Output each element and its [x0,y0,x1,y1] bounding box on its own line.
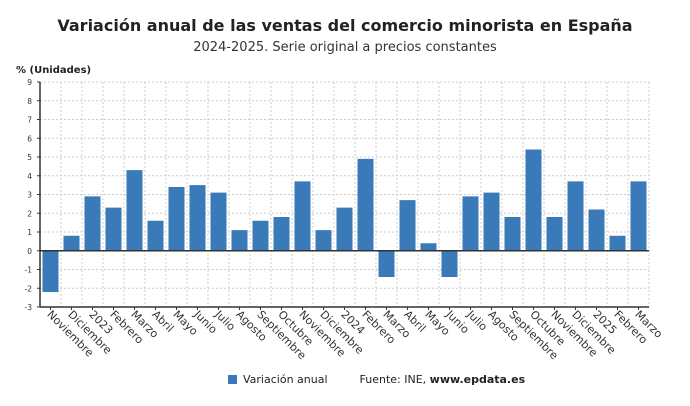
bar [378,250,395,277]
bar [525,149,542,251]
bar [84,196,101,251]
y-tick-label: 5 [27,153,32,162]
y-tick-label: 8 [27,97,32,106]
y-axis-label: % (Unidades) [16,65,92,76]
legend-swatch [228,375,237,384]
y-tick-label: 4 [27,172,32,181]
y-tick-label: 7 [27,116,32,125]
bar [399,200,416,251]
bar [147,220,164,251]
bar [105,207,122,251]
bar [315,230,332,251]
source-text: Fuente: INE, www.epdata.es [359,373,526,386]
bar [210,192,227,251]
bar [273,217,290,251]
bar [420,243,437,251]
bar [63,235,80,251]
bar [42,250,59,292]
bar [462,196,479,251]
legend-label: Variación anual [243,373,328,386]
legend: Variación anual Fuente: INE, www.epdata.… [228,373,525,386]
bar [588,209,605,251]
y-tick-label: 0 [27,247,32,256]
y-tick-label: -2 [25,284,33,293]
y-tick-label: -1 [25,266,33,275]
chart-subtitle: 2024-2025. Serie original a precios cons… [193,40,497,55]
bar [546,217,563,251]
bar [231,230,248,251]
bar [168,187,185,251]
bar [357,158,374,251]
chart-title: Variación anual de las ventas del comerc… [57,16,633,35]
bar [609,235,626,251]
y-tick-label: 1 [27,228,32,237]
y-tick-label: -3 [25,303,33,312]
bar [630,181,647,251]
bar [252,220,269,251]
bar [483,192,500,251]
y-tick-label: 2 [27,209,32,218]
bar [336,207,353,251]
bar [189,185,206,251]
y-tick-label: 6 [27,134,32,143]
bar [441,250,458,277]
y-tick-label: 3 [27,191,32,200]
bar [567,181,584,251]
bar [504,217,521,251]
bar [294,181,311,251]
y-tick-label: 9 [27,78,32,87]
bar [126,170,143,251]
